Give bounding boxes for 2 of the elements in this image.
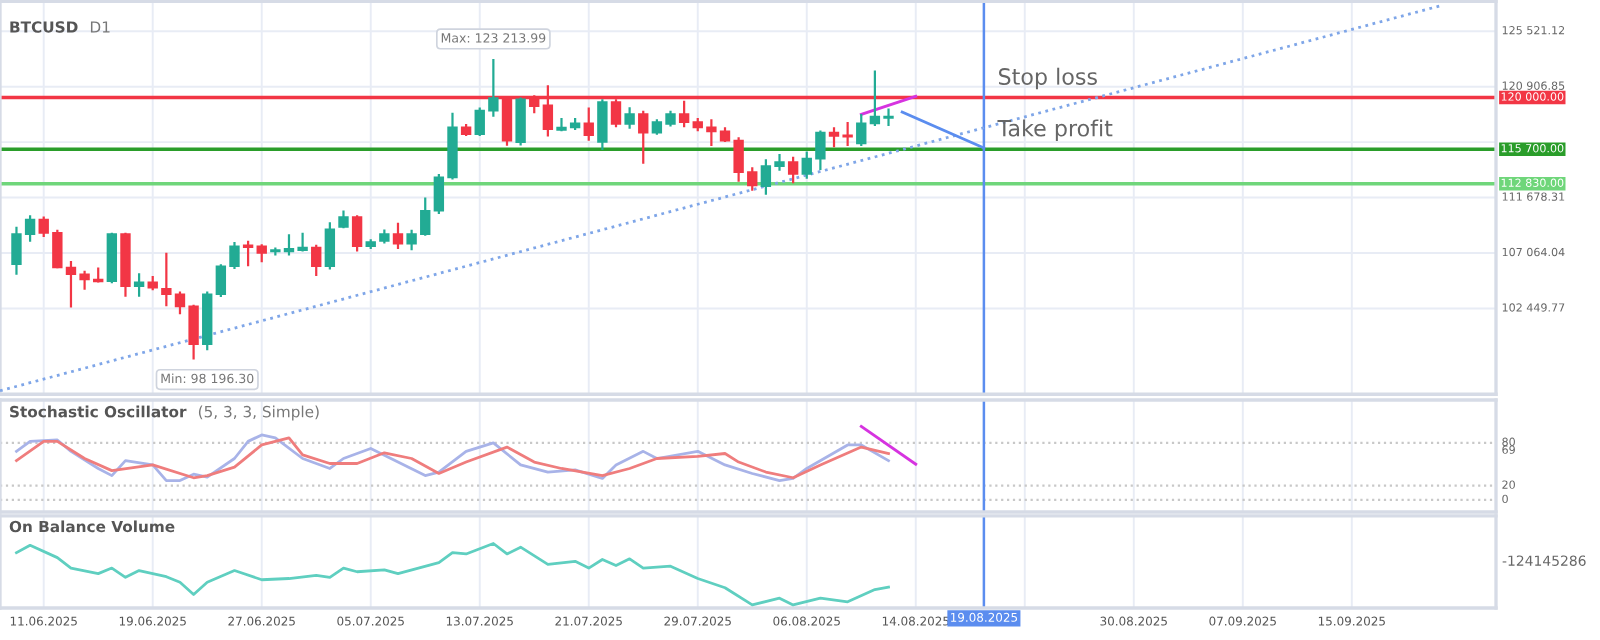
annotation: Take profit [997,119,1113,141]
annotation: Stop loss [998,67,1097,90]
